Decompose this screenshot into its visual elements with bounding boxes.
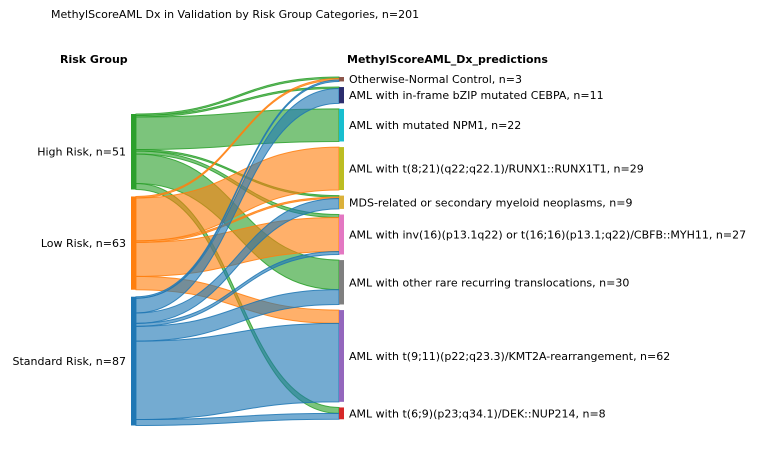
- nodes: [131, 77, 344, 426]
- target-label-rare: AML with other rare recurring translocat…: [349, 276, 629, 289]
- target-label-nup214: AML with t(6;9)(p23;q34.1)/DEK::NUP214, …: [349, 407, 606, 420]
- target-node-cebpa: [339, 87, 344, 104]
- chart-title: MethylScoreAML Dx in Validation by Risk …: [51, 8, 419, 21]
- target-label-normal: Otherwise-Normal Control, n=3: [349, 73, 522, 86]
- left-column-header: Risk Group: [60, 53, 128, 66]
- target-node-runx1: [339, 147, 344, 190]
- target-label-npm1: AML with mutated NPM1, n=22: [349, 119, 521, 132]
- target-node-kmt2a: [339, 310, 344, 402]
- target-node-normal: [339, 77, 344, 82]
- target-node-rare: [339, 260, 344, 305]
- source-label-std: Standard Risk, n=87: [12, 355, 126, 368]
- target-label-mds: MDS-related or secondary myeloid neoplas…: [349, 196, 633, 209]
- source-node-high: [131, 114, 136, 190]
- target-node-npm1: [339, 108, 344, 142]
- right-column-header: MethylScoreAML_Dx_predictions: [347, 53, 548, 66]
- source-label-low: Low Risk, n=63: [41, 237, 126, 250]
- target-label-cbfb: AML with inv(16)(p13.1q22) or t(16;16)(p…: [349, 229, 746, 242]
- target-node-nup214: [339, 407, 344, 420]
- target-label-kmt2a: AML with t(9;11)(p22;q23.3)/KMT2A-rearra…: [349, 350, 670, 363]
- node-labels: High Risk, n=51 Low Risk, n=63 Standard Ri…: [12, 73, 746, 420]
- target-label-cebpa: AML with in-frame bZIP mutated CEBPA, n=…: [349, 89, 604, 102]
- source-label-high: High Risk, n=51: [37, 146, 126, 159]
- flow-links: [135, 76, 340, 426]
- target-node-cbfb: [339, 214, 344, 255]
- source-node-low: [131, 196, 136, 290]
- target-label-runx1: AML with t(8;21)(q22;q22.1)/RUNX1::RUNX1…: [349, 163, 644, 176]
- flow-std-to-rare: [135, 289, 340, 342]
- source-node-std: [131, 296, 136, 426]
- target-node-mds: [339, 195, 344, 209]
